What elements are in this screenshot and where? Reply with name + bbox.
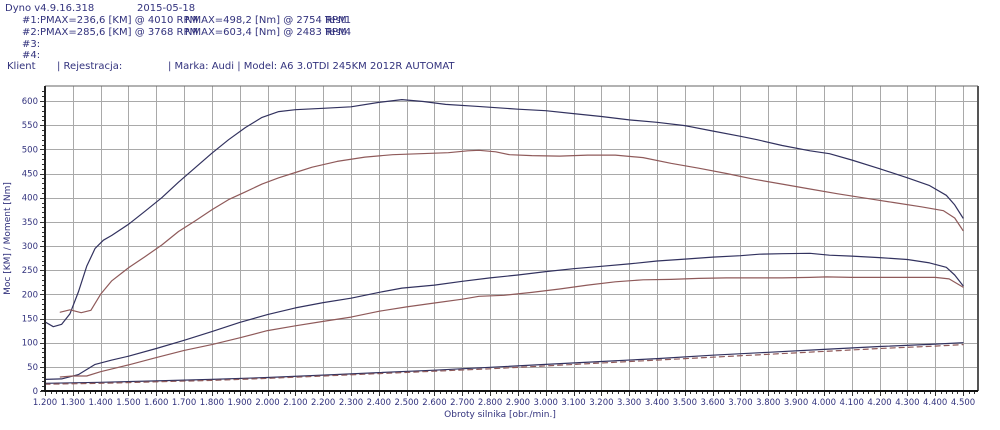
x-tick-label: 3.300 (617, 398, 641, 408)
y-tick-label: 250 (22, 266, 38, 276)
run-pmax: PMAX=285,6 [KM] @ 3768 RPM (40, 27, 199, 38)
series-torque-test1-Nm (59, 149, 964, 314)
series-torque-test4-Nm (44, 98, 964, 328)
y-tick-label: 350 (22, 218, 38, 228)
y-tick-label: 450 (22, 170, 38, 180)
y-tick-label: 100 (22, 339, 38, 349)
x-tick-label: 2.300 (339, 398, 363, 408)
x-tick-label: 4.000 (812, 398, 836, 408)
series-power-test4-KM (44, 252, 964, 380)
x-tick-label: 3.500 (673, 398, 697, 408)
y-tick-label: 600 (22, 97, 38, 107)
x-tick-label: 1.600 (144, 398, 168, 408)
series-power-test1-KM (59, 276, 964, 378)
x-tick-label: 1.800 (200, 398, 224, 408)
vehicle-label: | Marka: Audi | Model: A6 3.0TDI 245KM 2… (168, 61, 455, 72)
x-tick-label: 2.200 (311, 398, 335, 408)
series-loss-test1-KM (44, 344, 964, 385)
x-tick-label: 1.900 (228, 398, 252, 408)
run-nmax: NMAX=603,4 [Nm] @ 2483 RPM (185, 27, 347, 38)
x-tick-label: 4.300 (895, 398, 919, 408)
run-id: #4: (22, 50, 41, 61)
run-test: Test4 (325, 27, 352, 38)
run-id: #3: (22, 39, 41, 50)
curves (44, 98, 964, 385)
run-id: #2: (22, 27, 41, 38)
app-version: Dyno v4.9.16.318 (5, 3, 95, 14)
run-pmax: PMAX=236,6 [KM] @ 4010 RPM (40, 15, 199, 26)
x-tick-label: 4.400 (923, 398, 947, 408)
y-tick-label: 550 (22, 121, 38, 131)
x-tick-label: 3.000 (534, 398, 558, 408)
x-tick-label: 3.600 (700, 398, 724, 408)
x-tick-label: 3.200 (589, 398, 613, 408)
x-tick-label: 1.700 (172, 398, 196, 408)
series-loss-test4-KM (44, 342, 964, 384)
x-tick-label: 3.900 (784, 398, 808, 408)
y-tick-label: 300 (22, 242, 38, 252)
x-tick-label: 2.100 (283, 398, 307, 408)
x-tick-label: 4.100 (840, 398, 864, 408)
y-axis-title: Moc [KM] / Moment [Nm] (3, 182, 13, 295)
y-tick-label: 0 (33, 387, 38, 397)
client-label: Klient (7, 61, 36, 72)
y-tick-label: 50 (27, 363, 38, 373)
x-tick-label: 3.700 (728, 398, 752, 408)
x-tick-label: 2.900 (506, 398, 530, 408)
x-tick-label: 1.200 (33, 398, 57, 408)
run-nmax: NMAX=498,2 [Nm] @ 2754 RPM (185, 15, 347, 26)
x-axis-title: Obroty silnika [obr./min.] (444, 410, 556, 420)
x-tick-label: 4.200 (867, 398, 891, 408)
x-tick-label: 1.500 (116, 398, 140, 408)
x-tick-label: 2.800 (478, 398, 502, 408)
y-tick-label: 500 (22, 145, 38, 155)
x-tick-label: 2.400 (367, 398, 391, 408)
session-date: 2015-05-18 (137, 3, 196, 14)
y-tick-label: 400 (22, 194, 38, 204)
x-tick-label: 2.500 (394, 398, 418, 408)
x-tick-label: 2.000 (255, 398, 279, 408)
x-tick-label: 1.400 (88, 398, 112, 408)
y-tick-label: 200 (22, 290, 38, 300)
x-tick-label: 3.400 (645, 398, 669, 408)
grid (45, 86, 978, 392)
x-tick-label: 2.600 (422, 398, 446, 408)
x-tick-label: 3.800 (756, 398, 780, 408)
y-tick-label: 150 (22, 315, 38, 325)
x-tick-label: 1.300 (61, 398, 85, 408)
axis-labels: 1.200 1.300 1.400 1.500 1.600 1.700 1.800 1.900… (3, 97, 975, 420)
run-id: #1: (22, 15, 41, 26)
x-tick-label: 2.700 (450, 398, 474, 408)
run-test: Test1 (325, 15, 352, 26)
registration-label: | Rejestracja: (57, 61, 123, 72)
plot-frame (40, 85, 979, 396)
x-tick-label: 4.500 (951, 398, 975, 408)
x-tick-label: 3.100 (561, 398, 585, 408)
